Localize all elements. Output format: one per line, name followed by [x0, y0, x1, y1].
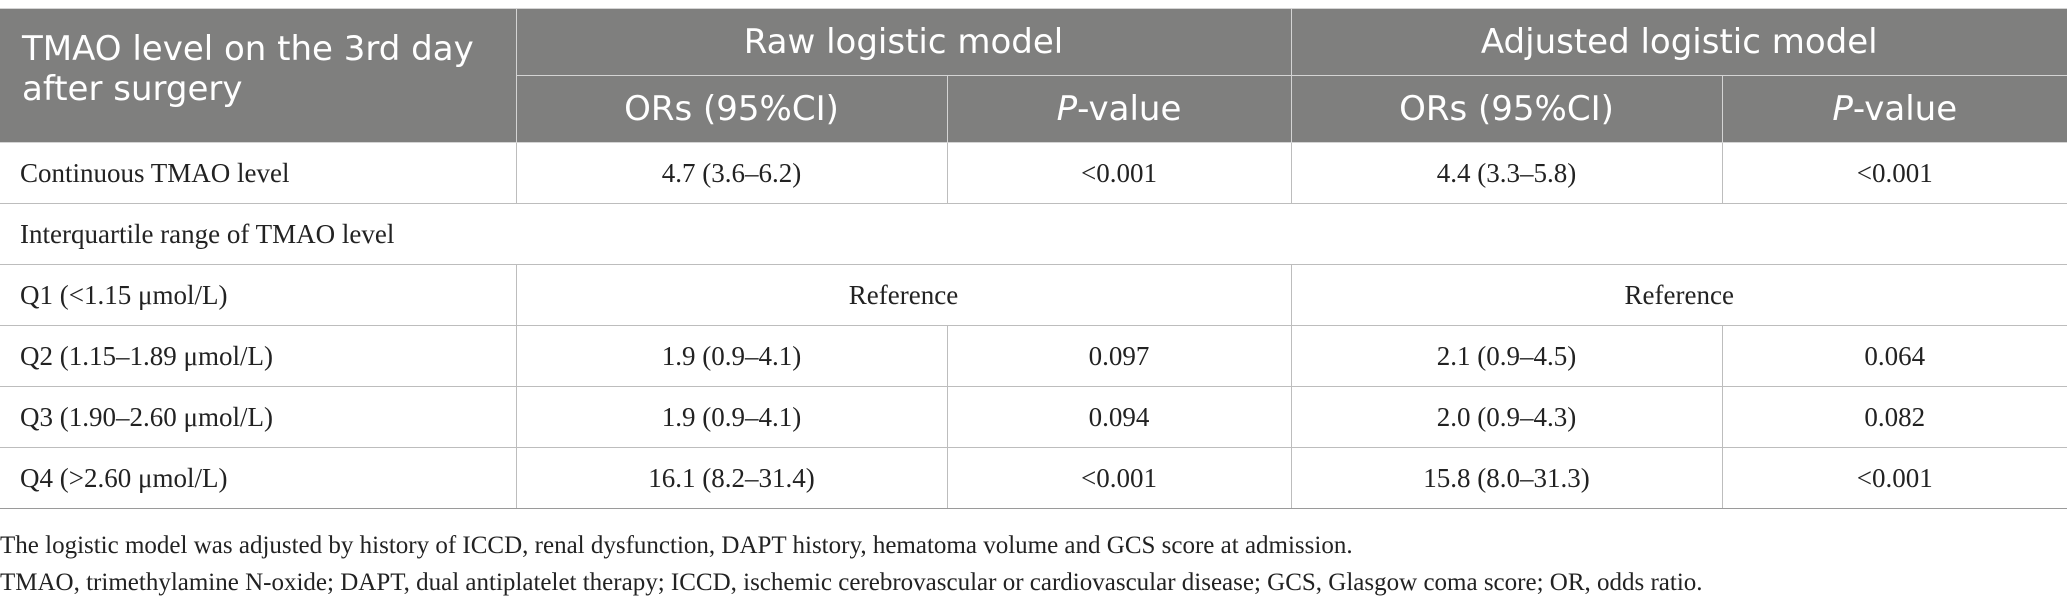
p-letter: P: [1832, 89, 1853, 129]
row-label: Q2 (1.15–1.89 μmol/L): [0, 325, 517, 387]
table-row: Continuous TMAO level 4.7 (3.6–6.2) <0.0…: [0, 142, 2067, 204]
raw-or-cell: 1.9 (0.9–4.1): [515, 386, 948, 448]
raw-p-cell: <0.001: [946, 142, 1292, 204]
adj-p-cell: 0.082: [1721, 386, 2067, 448]
raw-or-cell: 4.7 (3.6–6.2): [515, 142, 948, 204]
raw-or-header: ORs (95%CI): [515, 75, 948, 143]
raw-p-cell: 0.097: [946, 325, 1292, 387]
raw-or-cell: 1.9 (0.9–4.1): [515, 325, 948, 387]
results-table: TMAO level on the 3rd day after surgery …: [0, 8, 2067, 509]
footnote-abbreviations: TMAO, trimethylamine N-oxide; DAPT, dual…: [0, 569, 1703, 596]
group-header-raw: Raw logistic model: [515, 8, 1292, 76]
table-row: Q1 (<1.15 μmol/L) Reference Reference: [0, 264, 2067, 326]
row-label: Q1 (<1.15 μmol/L): [0, 264, 517, 326]
row-label: Q3 (1.90–2.60 μmol/L): [0, 386, 517, 448]
footnote-adjustment: The logistic model was adjusted by histo…: [0, 532, 1353, 559]
adj-or-cell: 2.1 (0.9–4.5): [1290, 325, 1723, 387]
adj-or-cell: 15.8 (8.0–31.3): [1290, 447, 1723, 509]
p-suffix: -value: [1852, 89, 1958, 129]
p-suffix: -value: [1077, 89, 1182, 129]
row-label: Continuous TMAO level: [0, 142, 517, 204]
adj-or-cell: 2.0 (0.9–4.3): [1290, 386, 1723, 448]
adj-or-header: ORs (95%CI): [1290, 75, 1723, 143]
group-header-adjusted: Adjusted logistic model: [1290, 8, 2067, 76]
raw-p-cell: <0.001: [946, 447, 1292, 509]
adj-p-header: P-value: [1721, 75, 2067, 143]
raw-p-cell: 0.094: [946, 386, 1292, 448]
stub-header: TMAO level on the 3rd day after surgery: [0, 8, 517, 143]
table-row: Q4 (>2.60 μmol/L) 16.1 (8.2–31.4) <0.001…: [0, 447, 2067, 509]
adj-p-cell: <0.001: [1721, 142, 2067, 204]
adj-p-cell: <0.001: [1721, 447, 2067, 509]
row-label: Q4 (>2.60 μmol/L): [0, 447, 517, 509]
raw-p-header: P-value: [946, 75, 1292, 143]
table-footnotes: The logistic model was adjusted by histo…: [0, 527, 2067, 601]
p-letter: P: [1056, 89, 1078, 129]
table-body: Continuous TMAO level 4.7 (3.6–6.2) <0.0…: [0, 142, 2067, 509]
adj-p-cell: 0.064: [1721, 325, 2067, 387]
table-row: Interquartile range of TMAO level: [0, 203, 2067, 265]
adj-or-cell: 4.4 (3.3–5.8): [1290, 142, 1723, 204]
section-label: Interquartile range of TMAO level: [0, 203, 2067, 265]
raw-reference-cell: Reference: [515, 264, 1292, 326]
table-header: TMAO level on the 3rd day after surgery …: [0, 8, 2067, 143]
table-row: Q2 (1.15–1.89 μmol/L) 1.9 (0.9–4.1) 0.09…: [0, 325, 2067, 387]
raw-or-cell: 16.1 (8.2–31.4): [515, 447, 948, 509]
table-row: Q3 (1.90–2.60 μmol/L) 1.9 (0.9–4.1) 0.09…: [0, 386, 2067, 448]
adj-reference-cell: Reference: [1290, 264, 2067, 326]
